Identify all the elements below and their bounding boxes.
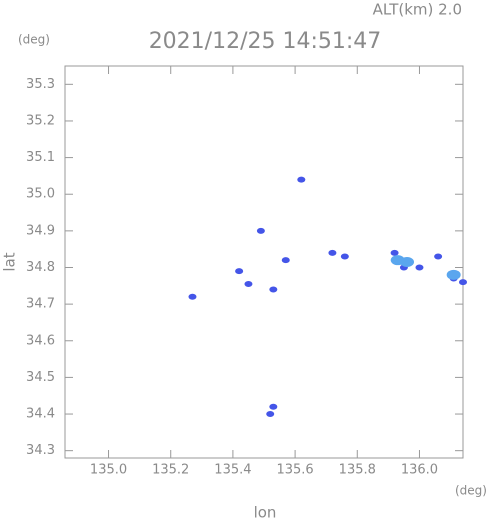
echo-point bbox=[297, 176, 306, 183]
y-tick-label: 34.8 bbox=[26, 260, 55, 275]
y-tick-label: 34.6 bbox=[26, 333, 55, 348]
altitude-label: ALT(km) 2.0 bbox=[373, 1, 462, 19]
plot-frame bbox=[64, 65, 464, 459]
echo-point bbox=[459, 279, 467, 286]
y-tick-label: 34.3 bbox=[26, 443, 55, 458]
echo-point bbox=[415, 264, 424, 271]
echo-point bbox=[244, 280, 253, 287]
y-tick-label: 34.7 bbox=[26, 297, 55, 312]
echo-point bbox=[269, 286, 278, 293]
y-unit: (deg) bbox=[18, 33, 50, 47]
y-tick-label: 35.3 bbox=[26, 77, 55, 92]
echo-point bbox=[446, 269, 461, 280]
y-axis-label: lat bbox=[1, 252, 19, 271]
echo-point bbox=[188, 293, 197, 300]
echo-point bbox=[269, 403, 278, 410]
x-tick-label: 135.8 bbox=[339, 463, 376, 478]
echo-point bbox=[434, 253, 443, 260]
y-tick-label: 34.4 bbox=[26, 407, 55, 422]
chart-title: 2021/12/25 14:51:47 bbox=[149, 29, 382, 54]
y-tick-label: 35.1 bbox=[26, 150, 55, 165]
echo-point bbox=[340, 253, 349, 260]
y-tick-label: 34.5 bbox=[26, 370, 55, 385]
echo-point bbox=[235, 268, 244, 275]
echo-point bbox=[281, 257, 290, 264]
x-axis-label: lon bbox=[254, 504, 277, 521]
y-tick-label: 34.9 bbox=[26, 223, 55, 238]
y-tick-label: 35.0 bbox=[26, 187, 55, 202]
x-tick-label: 135.2 bbox=[152, 463, 189, 478]
y-tick-label: 35.2 bbox=[26, 113, 55, 128]
echo-point bbox=[400, 257, 415, 267]
x-tick-label: 136.0 bbox=[401, 463, 438, 478]
echo-point bbox=[266, 411, 275, 418]
x-tick-label: 135.4 bbox=[214, 463, 251, 478]
echo-point bbox=[390, 249, 399, 256]
echo-point bbox=[328, 249, 337, 256]
x-unit: (deg) bbox=[455, 484, 487, 498]
x-tick-label: 135.0 bbox=[90, 463, 127, 478]
echo-point bbox=[256, 227, 265, 234]
x-tick-label: 135.6 bbox=[276, 463, 313, 478]
